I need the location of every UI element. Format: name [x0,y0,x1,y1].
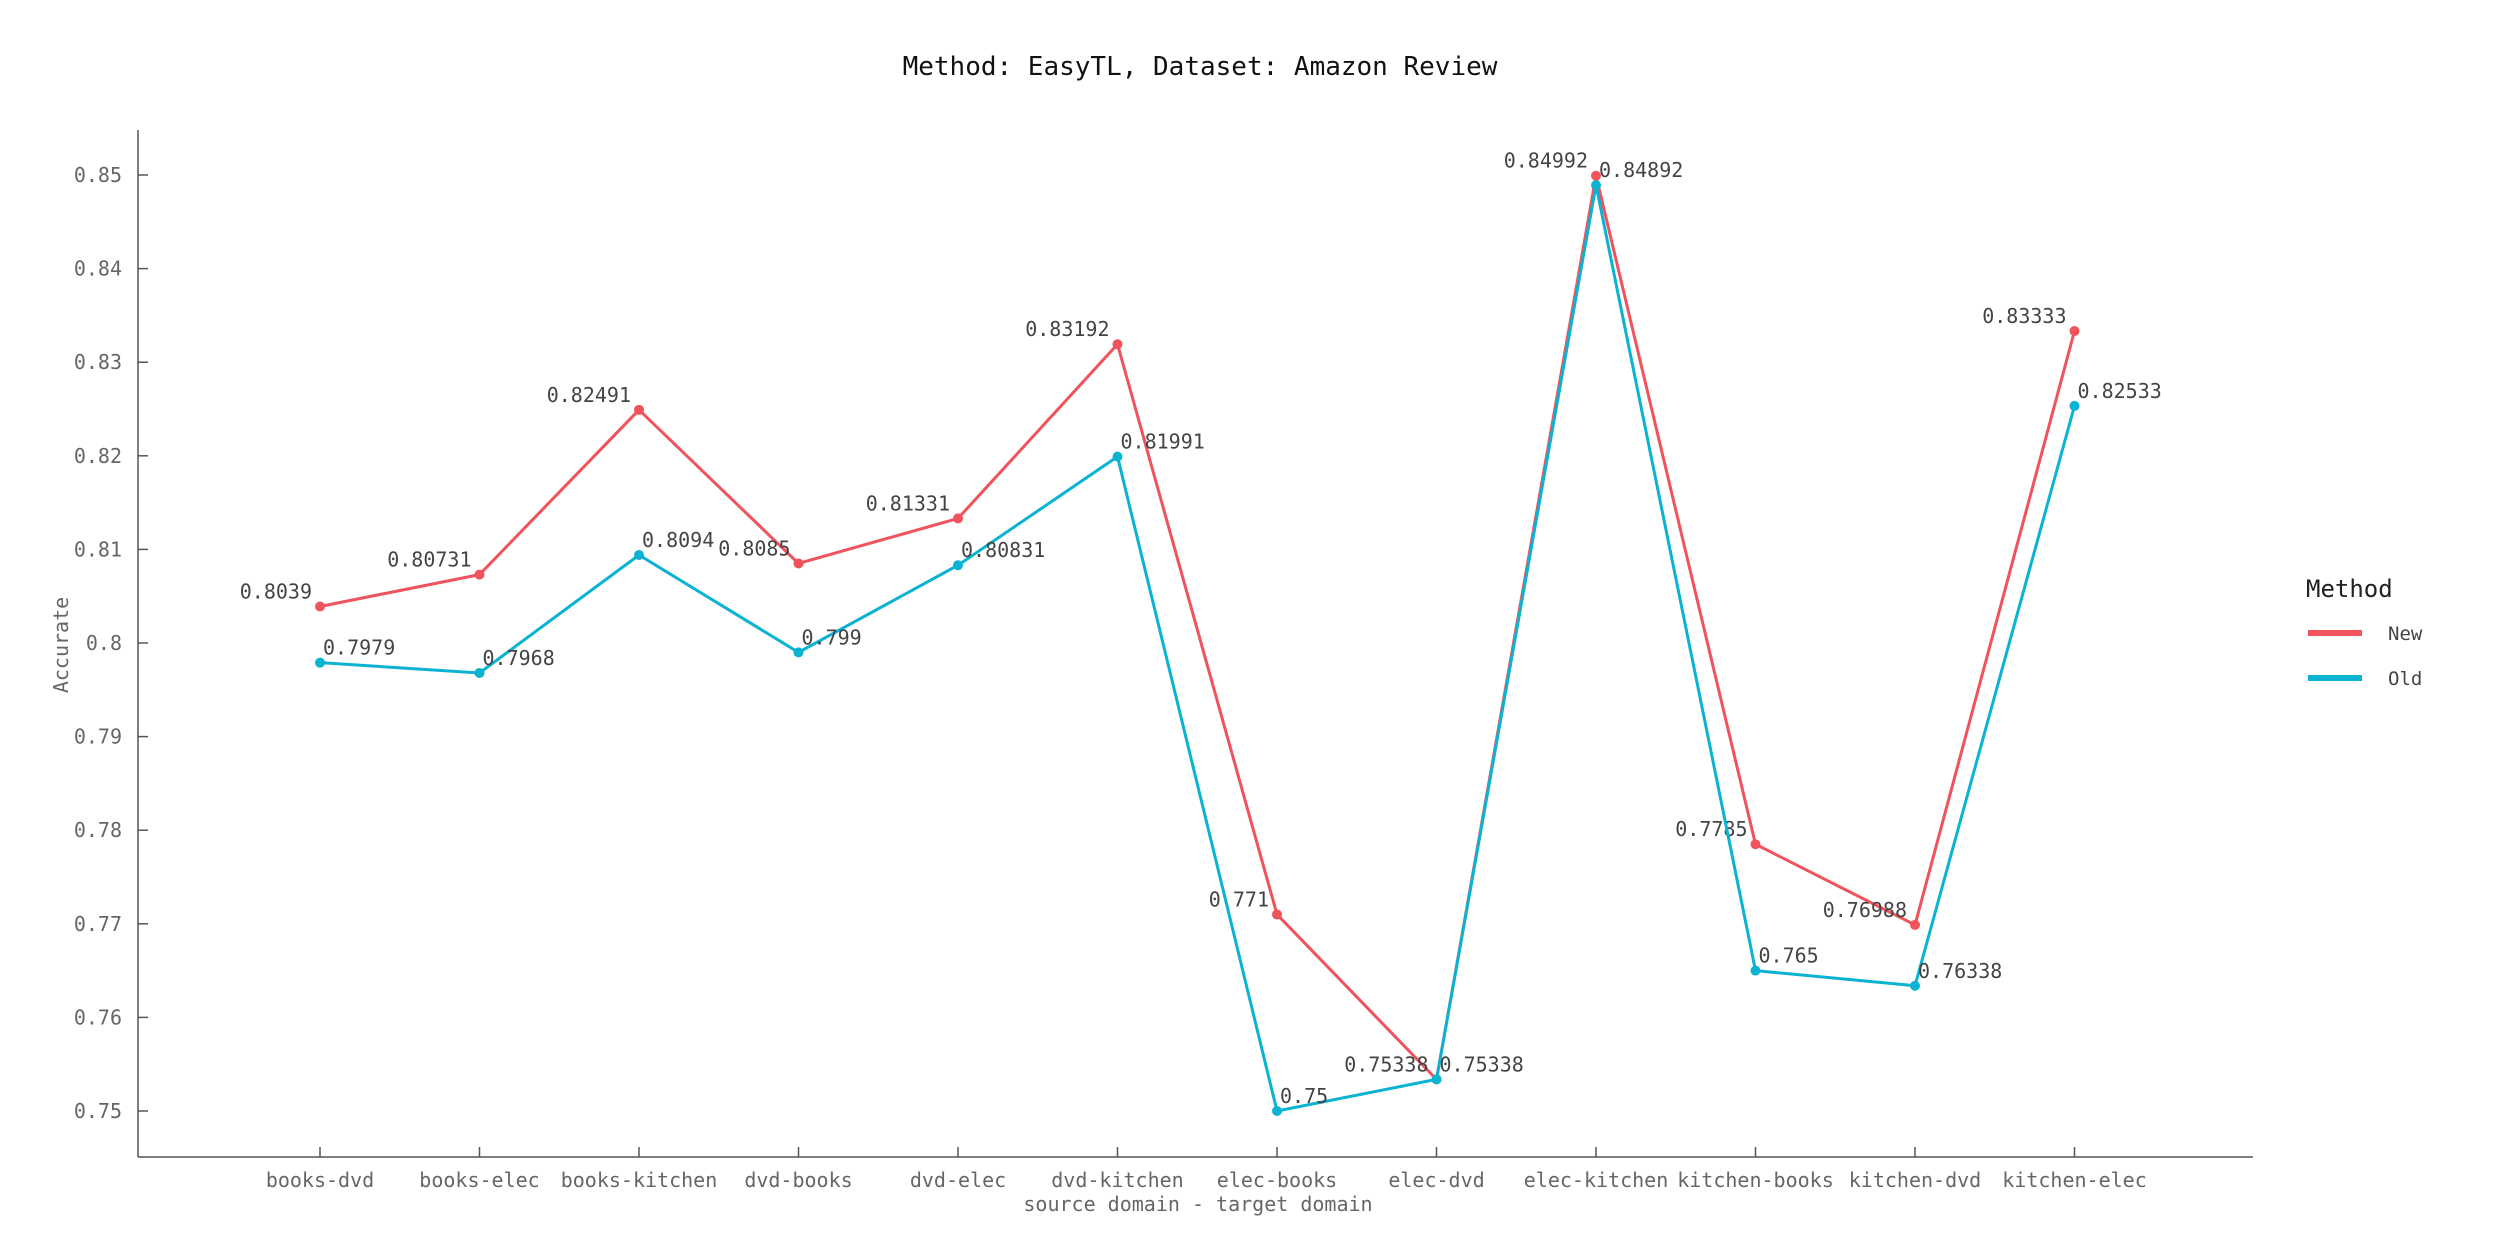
data-point [1272,1106,1282,1116]
series-layer: 0.8039 0.80731 0.82491 0.8085 0.81331 0.83192… [240,149,2162,1116]
data-label: 0.7785 [1675,817,1747,841]
y-tick-label: 0.79 [74,725,122,749]
data-point [1750,965,1761,976]
data-label: 0.81331 [866,491,950,515]
data-label: 0.82533 [2078,379,2162,403]
data-label: 0.8039 [240,579,312,603]
y-tick-label: 0.8 [86,631,122,655]
y-tick-label: 0.77 [74,912,122,936]
data-label: 0.75338 [1440,1052,1524,1076]
data-label: 0.76988 [1823,898,1907,922]
data-point [953,513,963,524]
data-label: 0.771 [1209,887,1269,911]
x-tick-label: kitchen-books [1677,1168,1834,1192]
data-label: 0.8094 [642,528,714,552]
y-tick-label: 0.82 [74,444,122,468]
legend: Method New Old [2306,575,2423,690]
x-tick-label: kitchen-elec [2002,1168,2147,1192]
data-label: 0.76338 [1918,959,2002,983]
data-point [315,657,325,668]
data-label: 0.84892 [1599,158,1683,182]
axes [137,130,2253,1158]
data-point [1272,909,1282,920]
chart-title: Method: EasyTL, Dataset: Amazon Review [903,52,1498,82]
x-tick-label: elec-kitchen [1524,1168,1669,1192]
data-label: 0.81991 [1121,430,1205,454]
data-label: 0.799 [802,625,862,649]
x-tick-label: dvd-elec [910,1168,1006,1192]
data-point [1910,980,1920,991]
data-label: 0.765 [1759,944,1819,968]
data-label: 0.84992 [1504,149,1588,173]
data-label: 0.80731 [387,548,471,572]
legend-title: Method [2306,575,2393,603]
x-tick-label: elec-dvd [1388,1168,1484,1192]
x-tick-label: elec-books [1217,1168,1337,1192]
x-tick-label: books-kitchen [561,1168,718,1192]
series-line [319,175,2076,1083]
data-point [315,601,325,612]
data-point [1910,919,1920,930]
data-point [634,550,644,561]
data-point [474,569,485,580]
data-point [953,560,963,571]
series-line [319,184,2076,1113]
data-point [1591,180,1601,191]
y-ticks: 0.75 0.76 0.77 0.78 0.79 0.8 0.81 0.82 0.83 0.84 0… [74,163,148,1123]
data-label: 0.83192 [1025,317,1109,341]
data-point [1591,170,1601,181]
data-point [634,404,644,415]
data-label: 0.7979 [323,636,395,660]
data-point [2069,326,2080,337]
data-point [793,647,804,658]
data-point [1112,339,1123,350]
data-label: 0.7968 [483,646,555,670]
y-tick-label: 0.78 [74,818,122,842]
y-tick-label: 0.75 [74,1099,122,1123]
data-point [1750,839,1761,850]
data-point [1112,451,1123,462]
x-tick-label: books-dvd [266,1168,374,1192]
series-old: 0.7979 0.7968 0.8094 0.799 0.80831 0.81991 0.7… [315,158,2162,1116]
x-ticks: books-dvd books-elec books-kitchen dvd-book… [266,1147,2147,1192]
series-new: 0.8039 0.80731 0.82491 0.8085 0.81331 0.83192… [240,149,2080,1085]
legend-label: Old [2388,668,2422,690]
y-tick-label: 0.84 [74,257,122,281]
data-label: 0.82491 [547,383,631,407]
data-point [1431,1074,1442,1085]
y-tick-label: 0.81 [74,537,122,561]
y-tick-label: 0.85 [74,163,122,187]
y-tick-label: 0.76 [74,1005,122,1029]
data-label: 0.80831 [961,538,1045,562]
data-point [2069,400,2080,411]
x-tick-label: dvd-books [744,1168,852,1192]
data-label: 0.75 [1280,1084,1328,1108]
x-tick-label: dvd-kitchen [1051,1168,1183,1192]
data-label: 0.75338 [1344,1052,1428,1076]
y-axis-label: Accurate [49,597,73,693]
legend-label: New [2388,623,2423,645]
x-tick-label: books-elec [419,1168,539,1192]
data-point [793,558,804,569]
x-tick-label: kitchen-dvd [1849,1168,1981,1192]
data-label: 0.83333 [1982,304,2066,328]
data-point [474,667,485,678]
y-tick-label: 0.83 [74,350,122,374]
x-axis-label: source domain - target domain [1023,1192,1372,1216]
data-label: 0.8085 [718,536,790,560]
